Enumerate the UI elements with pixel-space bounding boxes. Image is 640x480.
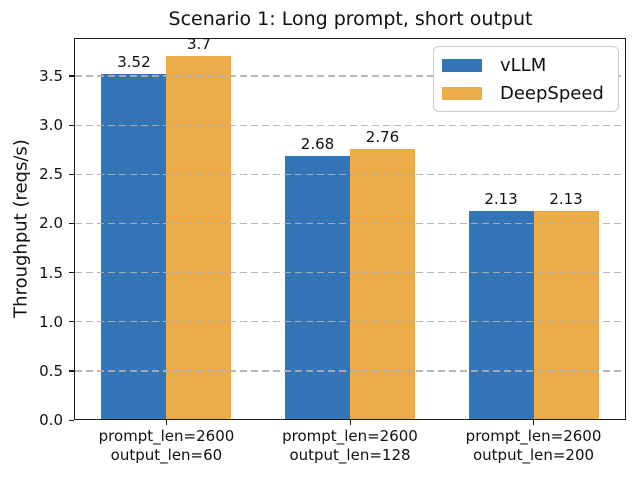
x-tick-label-line: prompt_len=2600	[282, 427, 418, 445]
y-tick-label: 0.0	[39, 411, 63, 429]
x-tick-label-line: prompt_len=2600	[465, 427, 602, 445]
bar-vllm	[285, 156, 350, 420]
x-tick-mark	[349, 420, 351, 425]
bar-value-label: 3.7	[187, 35, 211, 54]
legend-item-deepspeed: DeepSpeed	[442, 79, 610, 107]
bar-deepspeed	[166, 56, 232, 420]
x-tick-label: prompt_len=2600 output_len=200	[424, 427, 640, 465]
y-tick-label: 1.0	[39, 312, 63, 331]
y-tick-mark	[69, 321, 74, 323]
legend-label: DeepSpeed	[500, 82, 604, 104]
y-tick-mark	[69, 370, 74, 372]
gridline	[75, 75, 625, 77]
legend-label: vLLM	[500, 54, 547, 76]
gridline	[75, 321, 625, 323]
y-tick-mark	[69, 124, 74, 126]
x-tick-label-line: output_len=60	[110, 446, 223, 464]
legend: vLLM DeepSpeed	[433, 46, 619, 112]
y-tick-mark	[69, 222, 74, 225]
bar-deepspeed	[533, 210, 599, 420]
y-tick-mark	[69, 419, 74, 421]
bar-value-label: 2.68	[300, 135, 335, 154]
gridline	[75, 222, 625, 225]
legend-item-vllm: vLLM	[442, 51, 610, 79]
bar-deepspeed	[350, 148, 415, 420]
bar-value-label: 2.13	[549, 189, 583, 208]
x-tick-mark	[533, 420, 535, 425]
y-tick-mark	[69, 75, 74, 77]
gridline	[75, 272, 625, 274]
y-tick-label: 2.0	[39, 214, 63, 233]
legend-swatch	[442, 86, 482, 100]
legend-swatch	[442, 58, 482, 72]
bar-vllm	[468, 210, 534, 420]
y-tick-label: 3.0	[39, 116, 63, 135]
bar-vllm	[101, 73, 167, 420]
x-tick-label: prompt_len=2600 output_len=60	[56, 427, 276, 465]
y-tick-label: 3.5	[39, 66, 63, 85]
bar-value-label: 2.13	[484, 189, 518, 208]
bar-value-label: 3.52	[117, 52, 151, 71]
y-tick-label: 2.5	[39, 165, 63, 184]
y-tick-mark	[69, 173, 74, 175]
y-tick-label: 1.5	[39, 263, 63, 282]
bar-value-label: 2.76	[365, 127, 400, 146]
plot-frame	[74, 38, 626, 420]
x-tick-label-line: output_len=128	[289, 446, 411, 464]
gridline	[75, 173, 625, 175]
y-axis-label: Throughput (reqs/s)	[10, 139, 32, 318]
y-tick-label: 0.5	[39, 361, 63, 380]
x-tick-label-line: output_len=200	[472, 446, 595, 464]
chart-title: Scenario 1: Long prompt, short output	[168, 8, 533, 30]
gridline	[75, 370, 625, 372]
gridline	[75, 124, 625, 126]
x-tick-mark	[165, 420, 168, 425]
y-tick-mark	[69, 272, 74, 274]
x-tick-label-line: prompt_len=2600	[98, 427, 235, 445]
x-tick-label: prompt_len=2600 output_len=128	[240, 427, 460, 465]
